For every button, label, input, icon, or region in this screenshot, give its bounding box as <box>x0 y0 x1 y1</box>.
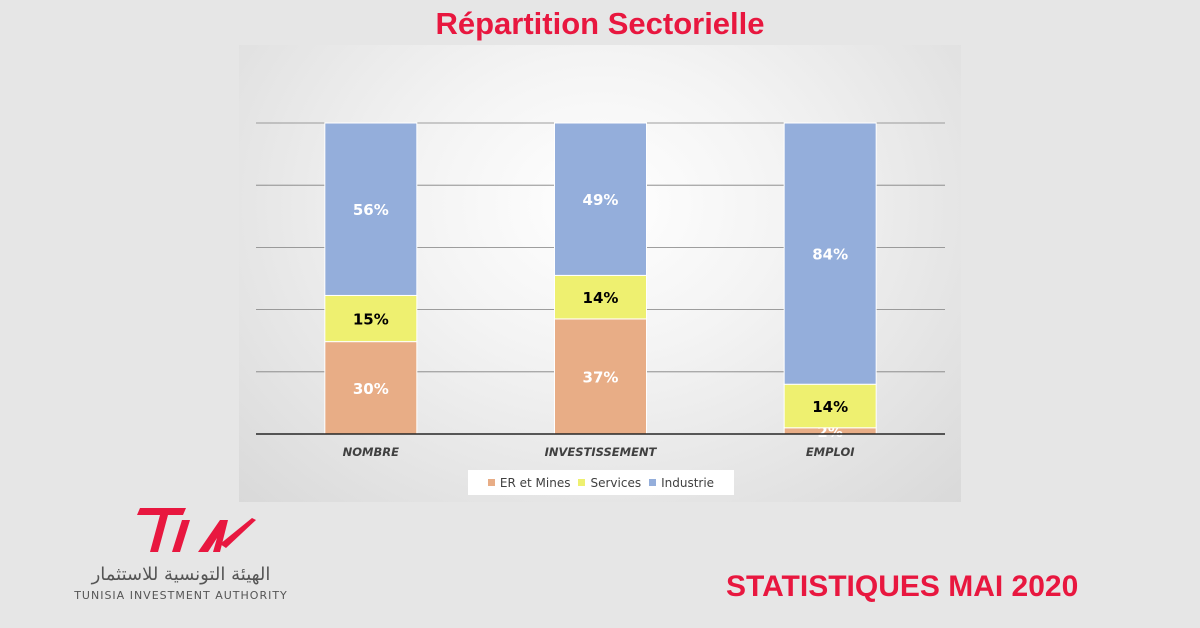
legend-entry: Industrie <box>649 476 714 490</box>
legend-swatch <box>649 479 657 486</box>
legend-label: ER et Mines <box>499 475 571 490</box>
data-label: 14% <box>583 289 619 307</box>
tia-logo-mark <box>137 508 256 552</box>
bar-segment <box>324 341 418 435</box>
legend-swatch <box>578 479 586 486</box>
legend-entry: Services <box>578 476 641 490</box>
data-label: 14% <box>812 398 848 416</box>
data-label: 37% <box>583 368 619 386</box>
stacked-bar-chart: 30%15%56%NOMBRE37%14%49%INVESTISSEMENT2%… <box>256 122 945 459</box>
bar-segment <box>324 122 418 296</box>
category-label: INVESTISSEMENT <box>545 445 658 459</box>
data-label: 49% <box>583 191 619 209</box>
legend-label: Industrie <box>661 475 715 490</box>
bar-segment <box>554 122 647 276</box>
data-label: 84% <box>812 246 848 264</box>
bar-segment <box>324 294 418 343</box>
category-label: NOMBRE <box>343 445 399 459</box>
chart-legend: ER et Mines Services Industrie <box>468 470 734 495</box>
legend-swatch <box>487 479 495 486</box>
logo-english-text: TUNISIA INVESTMENT AUTHORITY <box>74 589 288 602</box>
page-title: Répartition Sectorielle <box>435 6 765 41</box>
chart-panel: 30% 15% 56% NOMBRE 37% 14% 49% INVESTISSEMENT 2%… <box>239 45 961 502</box>
data-label: 56% <box>353 201 389 219</box>
bar-segment <box>783 383 877 429</box>
footer-title: STATISTIQUES MAI 2020 <box>726 570 1079 603</box>
data-label: 15% <box>353 311 389 329</box>
legend-label: Services <box>590 475 642 490</box>
logo-arabic-text: الهيئة التونسية للاستثمار <box>91 564 271 585</box>
category-label: EMPLOI <box>806 445 855 459</box>
bar-segment <box>783 122 877 385</box>
tia-logo: الهيئة التونسية للاستثمار TUNISIA INVEST… <box>70 500 292 610</box>
legend-entry: ER et Mines <box>487 475 571 490</box>
data-label: 30% <box>353 380 389 398</box>
